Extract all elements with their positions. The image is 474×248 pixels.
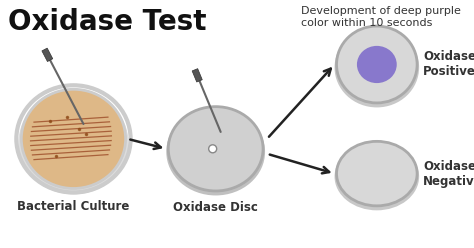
Ellipse shape xyxy=(166,108,265,195)
Polygon shape xyxy=(192,69,202,82)
Ellipse shape xyxy=(335,143,419,210)
Ellipse shape xyxy=(168,107,263,191)
Text: Development of deep purple
color within 10 seconds: Development of deep purple color within … xyxy=(301,6,461,28)
Ellipse shape xyxy=(357,46,397,83)
Text: Oxidase
Negative: Oxidase Negative xyxy=(423,160,474,187)
Circle shape xyxy=(209,145,217,153)
Text: Oxidase
Positive: Oxidase Positive xyxy=(423,51,474,78)
Text: Oxidase Test: Oxidase Test xyxy=(8,8,207,36)
Ellipse shape xyxy=(335,28,419,107)
Ellipse shape xyxy=(337,141,417,206)
Ellipse shape xyxy=(21,89,126,188)
Ellipse shape xyxy=(337,26,417,103)
Text: Oxidase Disc: Oxidase Disc xyxy=(173,201,258,214)
Polygon shape xyxy=(42,48,53,62)
Text: Bacterial Culture: Bacterial Culture xyxy=(17,200,130,214)
Ellipse shape xyxy=(18,91,128,194)
